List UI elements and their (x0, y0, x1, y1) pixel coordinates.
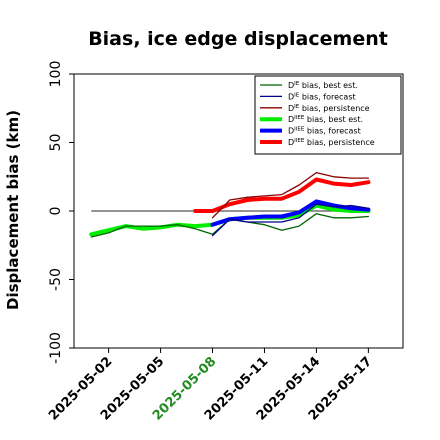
y-tick-label: -50 (48, 268, 64, 291)
legend-entry: DIE bias, best est. (288, 81, 358, 90)
y-tick-label: 100 (48, 61, 64, 88)
legend-entry: DIE bias, forecast (288, 92, 356, 101)
y-tick-label: 0 (48, 207, 64, 216)
y-tick-label: -100 (48, 332, 64, 364)
legend-entry: DIE bias, persistence (288, 104, 370, 113)
y-tick-label: 50 (48, 134, 64, 152)
series-line-5 (210, 199, 371, 227)
y-axis-label: Displacement bias (km) (4, 110, 22, 310)
legend-entry: DIIEE bias, persistence (288, 138, 375, 147)
legend-box (254, 75, 402, 155)
chart-title: Bias, ice edge displacement (88, 28, 388, 50)
legend-entry: DIIEE bias, forecast (288, 127, 361, 136)
series-lines (89, 171, 371, 238)
legend-entry: DIIEE bias, best est. (288, 115, 363, 124)
series-line-2 (211, 203, 370, 237)
legend: DIE bias, best est. DIE bias, forecast DIE… (254, 75, 402, 155)
series-line-3 (211, 171, 370, 219)
